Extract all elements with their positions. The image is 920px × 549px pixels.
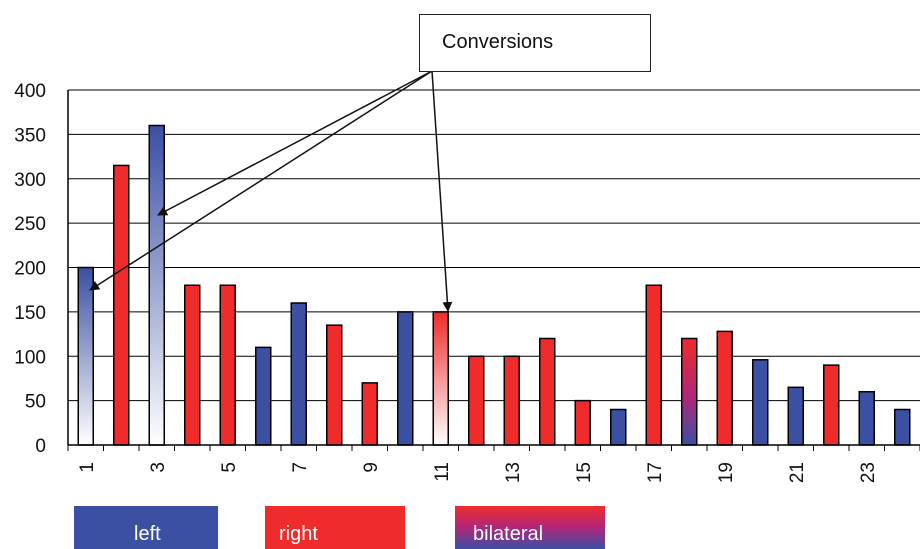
- legend-label-left: left: [134, 523, 161, 545]
- legend-item-bilateral: bilateral: [455, 506, 605, 549]
- bar-24: [894, 408, 911, 446]
- x-axis: 1 3 5 7 9 11 13 15 17 19 21 23: [67, 444, 920, 483]
- annotation-arrow-3: [157, 70, 433, 216]
- bar-8: [326, 324, 343, 446]
- bar-11: [432, 311, 449, 446]
- bar-13: [503, 355, 520, 446]
- bar-7: [290, 302, 307, 446]
- bar-12: [468, 355, 485, 446]
- bar-18: [681, 337, 698, 446]
- annotation-arrow-11: [431, 70, 453, 312]
- y-tick-label: 250: [14, 214, 46, 235]
- annotation-arrows: [89, 70, 453, 312]
- x-tick-label: 5: [219, 462, 240, 473]
- bar-3: [148, 124, 165, 446]
- gridlines: [68, 89, 920, 446]
- bar-20: [752, 359, 769, 446]
- annotation-label: Conversions: [442, 31, 554, 53]
- x-tick-label: 17: [645, 462, 666, 483]
- bar-9: [361, 382, 378, 446]
- bar-23: [858, 391, 875, 446]
- x-tick-label: 3: [148, 462, 169, 473]
- y-tick-label: 200: [14, 259, 46, 280]
- legend-label-bilateral: bilateral: [473, 523, 544, 545]
- bar-6: [255, 346, 272, 446]
- y-tick-label: 100: [14, 347, 46, 368]
- legend-label-right: right: [279, 523, 318, 545]
- bar-17: [645, 284, 662, 446]
- x-tick-label: 1: [77, 462, 98, 473]
- legend-item-right: right: [265, 506, 405, 549]
- y-tick-label: 350: [14, 125, 46, 146]
- x-tick-label: 9: [361, 462, 382, 473]
- x-tick-label: 7: [290, 462, 311, 473]
- bar-14: [539, 337, 556, 446]
- y-tick-label: 150: [14, 303, 46, 324]
- y-tick-label: 0: [35, 436, 46, 457]
- annotation-arrow-1: [89, 70, 433, 291]
- bar-1: [77, 266, 94, 446]
- bar-16: [610, 408, 627, 446]
- legend-item-left: left: [74, 506, 218, 549]
- bar-4: [184, 284, 201, 446]
- bar-10: [397, 311, 414, 446]
- bars: [77, 124, 911, 446]
- annotation-box: Conversions: [419, 14, 651, 72]
- bar-19: [716, 330, 733, 446]
- x-tick-label: 21: [787, 462, 808, 483]
- bar-2: [113, 164, 130, 446]
- y-tick-label: 50: [25, 392, 46, 413]
- y-axis: 0 50 100 150 200 250 300 350 400: [14, 81, 69, 457]
- x-tick-label: 23: [858, 462, 879, 483]
- x-tick-label: 13: [503, 462, 524, 483]
- x-tick-label: 15: [574, 462, 595, 483]
- y-tick-label: 300: [14, 170, 46, 191]
- x-tick-label: 11: [432, 462, 453, 482]
- bar-15: [574, 399, 591, 446]
- bar-21: [787, 386, 804, 446]
- bar-22: [823, 364, 840, 446]
- y-tick-label: 400: [14, 81, 46, 102]
- x-tick-label: 19: [716, 462, 737, 483]
- bar-5: [219, 284, 236, 446]
